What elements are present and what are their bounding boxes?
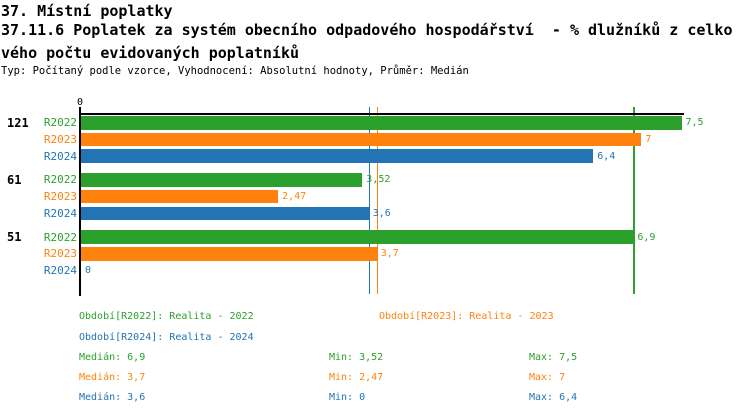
series-label-r2023: R2023 (43, 132, 77, 146)
bar-r2023-group-61 (81, 189, 279, 204)
legend-period-r2023: Období[R2023]: Realita - 2023 (379, 311, 554, 322)
bar-value-label: 3,7 (380, 248, 399, 260)
series-label-r2024: R2024 (43, 206, 77, 220)
report-section-title: 37. Místní poplatky (1, 2, 173, 20)
series-label-r2023: R2023 (43, 190, 77, 204)
legend-period-r2022: Období[R2022]: Realita - 2022 (79, 311, 254, 322)
legend-period-r2024: Období[R2024]: Realita - 2024 (79, 332, 254, 343)
x-axis-line (80, 113, 684, 115)
legend-min-r2022: Min: 3,52 (329, 352, 384, 363)
group-label-51: 51 (7, 230, 22, 245)
bar-r2023-group-121 (81, 132, 642, 147)
bar-r2024-group-61 (81, 206, 369, 221)
y-axis-line (79, 106, 81, 296)
bar-value-label: 7 (645, 133, 652, 145)
bar-r2023-group-51 (81, 247, 377, 261)
median-line-r2023 (376, 107, 379, 294)
median-line-r2024 (368, 107, 371, 294)
median-line-r2022 (633, 107, 635, 294)
bar-chart-plot-area: 0 121 R2022 7,5 R2023 7 R2024 6,4 61 R2022 3,52 R20… (0, 90, 750, 300)
bar-r2022-group-51 (81, 230, 634, 244)
bar-r2024-group-121 (81, 149, 594, 163)
series-label-r2022: R2022 (43, 173, 77, 187)
bar-value-label: 0 (85, 265, 92, 277)
bar-value-label: 6,4 (597, 150, 616, 162)
series-label-r2022: R2022 (43, 116, 77, 130)
bar-value-label: 7,5 (685, 117, 704, 129)
axis-tick-label-zero: 0 (76, 97, 84, 108)
legend-max-r2022: Max: 7,5 (529, 352, 578, 363)
legend-max-r2024: Max: 6,4 (529, 392, 578, 403)
legend-median-r2022: Medián: 6,9 (79, 352, 146, 363)
legend-min-r2023: Min: 2,47 (329, 372, 384, 383)
indicator-title-line2: vého počtu evidovaných poplatníků (1, 44, 300, 62)
legend-min-r2024: Min: 0 (329, 392, 366, 403)
indicator-title-line1: 37.11.6 Poplatek za systém obecního odpa… (1, 21, 733, 39)
legend-median-r2024: Medián: 3,6 (79, 392, 146, 403)
series-label-r2024: R2024 (43, 264, 77, 278)
series-label-r2022: R2022 (43, 230, 77, 244)
bar-r2022-group-61 (81, 173, 363, 187)
legend-median-r2023: Medián: 3,7 (79, 372, 146, 383)
legend-max-r2023: Max: 7 (529, 372, 566, 383)
group-label-61: 61 (7, 172, 22, 187)
bar-value-label: 6,9 (637, 231, 656, 243)
chart-legend: Období[R2022]: Realita - 2022 Období[R202… (0, 300, 750, 414)
series-label-r2024: R2024 (43, 149, 77, 163)
group-label-121: 121 (7, 115, 29, 130)
bar-value-label: 3,52 (366, 174, 391, 186)
bar-r2022-group-121 (81, 116, 682, 130)
bar-value-label: 2,47 (282, 191, 307, 203)
indicator-subtitle: Typ: Počítaný podle vzorce, Vyhodnocení:… (1, 65, 469, 77)
bar-value-label: 3,6 (372, 207, 391, 219)
series-label-r2023: R2023 (43, 247, 77, 261)
